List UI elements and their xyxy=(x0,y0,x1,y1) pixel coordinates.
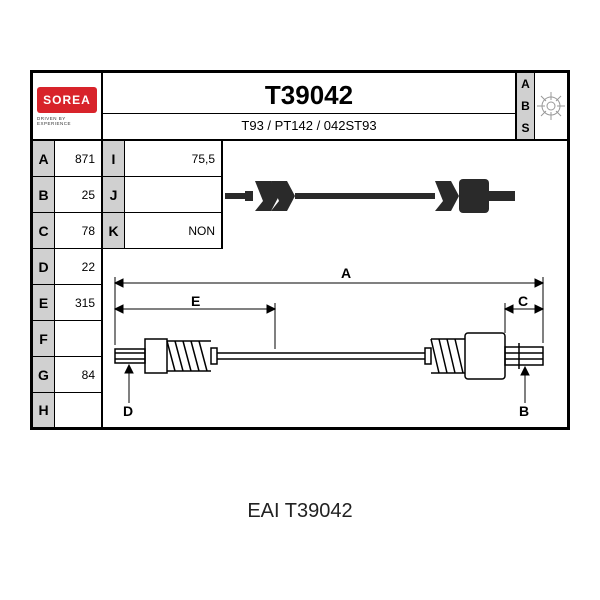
brand-tagline: DRIVEN BY EXPERIENCE xyxy=(37,116,97,126)
spec-val xyxy=(55,393,101,427)
dim-label-a: A xyxy=(341,265,351,281)
abs-letter: A xyxy=(517,73,534,95)
spec-val: 25 xyxy=(55,177,101,212)
abs-letter: S xyxy=(517,117,534,139)
abs-letter: B xyxy=(517,95,534,117)
left-column: SOREA DRIVEN BY EXPERIENCE A871 B25 C78 … xyxy=(33,73,103,427)
technical-drawing: A E C D B xyxy=(105,253,563,423)
spec-val: NON xyxy=(125,213,221,248)
caption-part: T39042 xyxy=(285,500,353,522)
brand-badge: SOREA xyxy=(37,87,97,113)
abs-box: A B S xyxy=(517,73,567,141)
spec-key: D xyxy=(33,249,55,284)
spec-key: H xyxy=(33,393,55,427)
brand-block: SOREA DRIVEN BY EXPERIENCE xyxy=(33,73,103,141)
dim-label-b: B xyxy=(519,403,529,419)
caption-brand: EAI xyxy=(247,500,279,522)
caption: EAI T39042 xyxy=(0,500,600,523)
spec-key: J xyxy=(103,177,125,212)
spec-val: 78 xyxy=(55,213,101,248)
dim-label-d: D xyxy=(123,403,133,419)
spec-val: 871 xyxy=(55,141,101,176)
abs-ring-icon xyxy=(535,73,567,139)
spec-val xyxy=(125,177,221,212)
spec-val: 315 xyxy=(55,285,101,320)
part-number: T39042 xyxy=(265,80,353,111)
spec-key: I xyxy=(103,141,125,176)
spec-table-left: A871 B25 C78 D22 E315 F G84 H xyxy=(33,141,103,429)
cross-references: T93 / PT142 / 042ST93 xyxy=(103,113,515,133)
header: T39042 T93 / PT142 / 042ST93 xyxy=(103,73,517,141)
product-render xyxy=(225,151,515,241)
spec-val: 84 xyxy=(55,357,101,392)
dim-label-e: E xyxy=(191,293,200,309)
spec-key: C xyxy=(33,213,55,248)
abs-letters: A B S xyxy=(517,73,535,139)
spec-key: A xyxy=(33,141,55,176)
spec-table-right: I75,5 J KNON xyxy=(103,141,223,249)
spec-val: 22 xyxy=(55,249,101,284)
spec-key: F xyxy=(33,321,55,356)
spec-val xyxy=(55,321,101,356)
spec-card: SOREA DRIVEN BY EXPERIENCE A871 B25 C78 … xyxy=(30,70,570,430)
spec-key: K xyxy=(103,213,125,248)
spec-val: 75,5 xyxy=(125,141,221,176)
dim-label-c: C xyxy=(518,293,528,309)
spec-key: E xyxy=(33,285,55,320)
spec-key: B xyxy=(33,177,55,212)
spec-key: G xyxy=(33,357,55,392)
